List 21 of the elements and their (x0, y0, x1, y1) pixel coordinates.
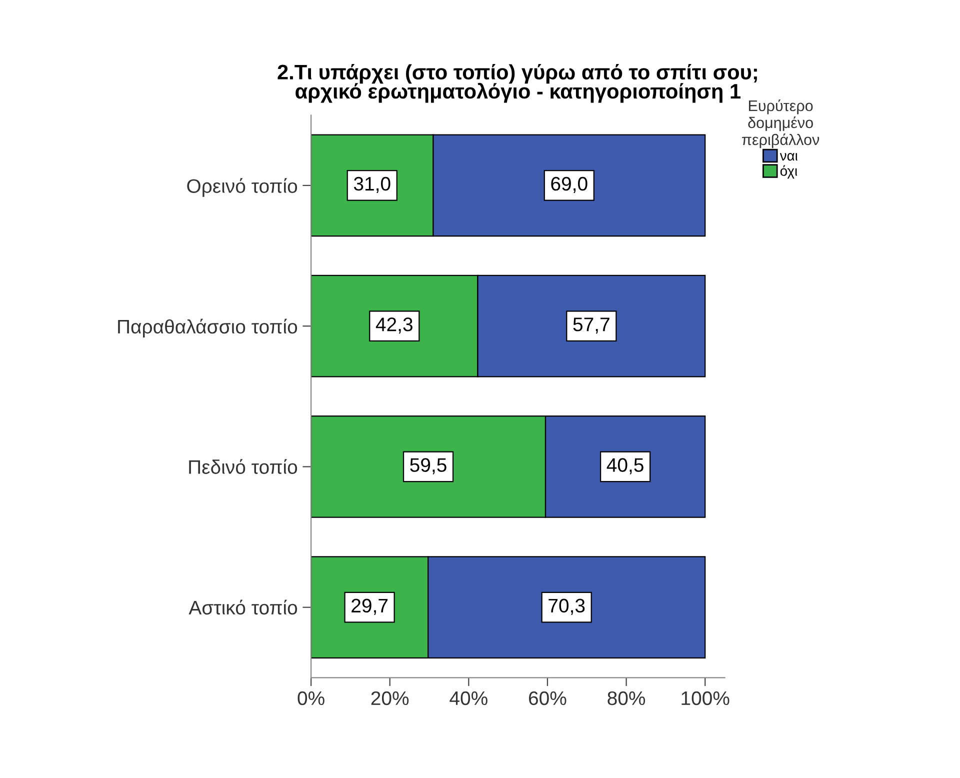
data-label: 40,5 (606, 458, 644, 474)
data-label: 42,3 (376, 318, 412, 334)
data-label: 29,7 (352, 598, 388, 615)
legend-label: ναι (780, 153, 798, 161)
y-tick-label: Ορεινό τοπίο (187, 178, 298, 197)
x-tick-label: 0% (298, 691, 324, 706)
x-tick-label: 100% (682, 691, 730, 706)
x-tick-label: 40% (450, 691, 488, 706)
x-tick-label: 20% (371, 691, 409, 706)
data-label: 70,3 (548, 598, 585, 615)
data-label: 59,5 (410, 458, 446, 474)
data-label: 31,0 (354, 176, 390, 193)
legend-label: όχι (780, 165, 798, 179)
y-tick-label: Παραθαλάσσιο τοπίο (118, 318, 298, 338)
y-tick-label: Αστικό τοπίο (188, 600, 298, 615)
legend-title: Ευρύτερο δομημένο περιβάλλον (742, 100, 820, 148)
data-label: 69,0 (551, 176, 588, 193)
x-tick-label: 60% (529, 691, 566, 706)
y-tick-label: Πεδινό τοπίο (189, 459, 298, 474)
data-label: 57,7 (573, 318, 610, 334)
x-tick-label: 80% (608, 691, 646, 706)
